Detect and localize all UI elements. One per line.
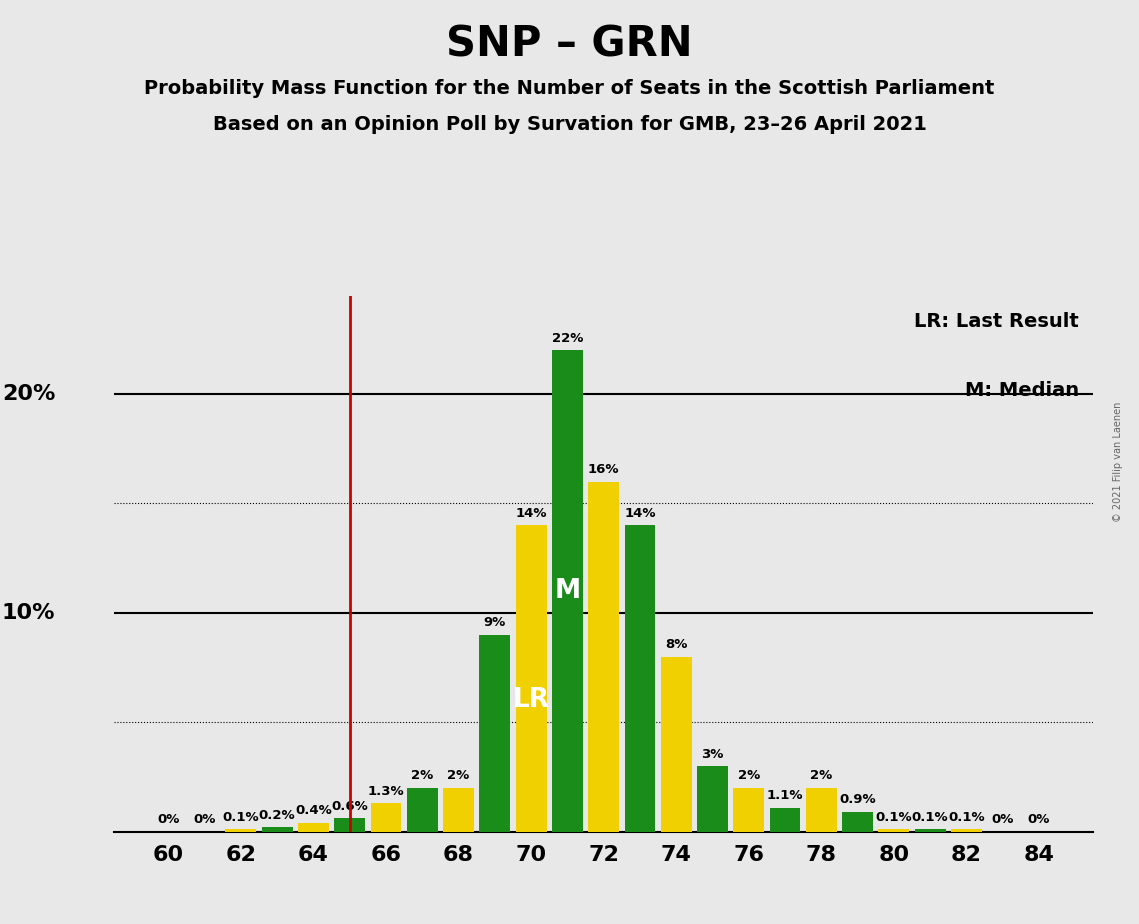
Bar	[588, 481, 620, 832]
Text: 9%: 9%	[484, 616, 506, 629]
Text: 0.1%: 0.1%	[948, 811, 985, 824]
Text: 0.4%: 0.4%	[295, 805, 331, 818]
Text: Probability Mass Function for the Number of Seats in the Scottish Parliament: Probability Mass Function for the Number…	[145, 79, 994, 98]
Text: 0.6%: 0.6%	[331, 800, 368, 813]
Text: 2%: 2%	[411, 770, 434, 783]
Text: 1.1%: 1.1%	[767, 789, 803, 802]
Bar	[262, 827, 293, 832]
Text: SNP – GRN: SNP – GRN	[446, 23, 693, 65]
Bar	[697, 766, 728, 832]
Text: LR: LR	[513, 687, 550, 713]
Text: 20%: 20%	[2, 384, 55, 404]
Bar	[624, 526, 655, 832]
Text: 3%: 3%	[702, 748, 723, 760]
Bar	[915, 830, 945, 832]
Text: 2%: 2%	[810, 770, 833, 783]
Text: M: M	[555, 578, 581, 604]
Text: 10%: 10%	[1, 602, 55, 623]
Text: 0.1%: 0.1%	[912, 811, 949, 824]
Bar	[951, 830, 982, 832]
Text: © 2021 Filip van Laenen: © 2021 Filip van Laenen	[1114, 402, 1123, 522]
Bar	[806, 788, 837, 832]
Text: 14%: 14%	[624, 507, 656, 520]
Text: 14%: 14%	[515, 507, 547, 520]
Bar	[226, 830, 256, 832]
Bar	[370, 803, 401, 832]
Text: 0%: 0%	[1027, 813, 1050, 826]
Text: 22%: 22%	[551, 332, 583, 345]
Text: 0%: 0%	[157, 813, 180, 826]
Bar	[516, 526, 547, 832]
Text: M: Median: M: Median	[965, 382, 1079, 400]
Text: 0.1%: 0.1%	[876, 811, 912, 824]
Text: 1.3%: 1.3%	[368, 784, 404, 797]
Bar	[335, 819, 366, 832]
Text: 0.9%: 0.9%	[839, 794, 876, 807]
Bar	[298, 823, 329, 832]
Text: 2%: 2%	[448, 770, 469, 783]
Text: 0.1%: 0.1%	[222, 811, 260, 824]
Bar	[661, 657, 691, 832]
Bar	[480, 635, 510, 832]
Text: 0%: 0%	[194, 813, 215, 826]
Bar	[842, 812, 874, 832]
Bar	[552, 350, 583, 832]
Bar	[770, 808, 801, 832]
Text: LR: Last Result: LR: Last Result	[913, 311, 1079, 331]
Text: 2%: 2%	[738, 770, 760, 783]
Bar	[407, 788, 437, 832]
Text: 0.2%: 0.2%	[259, 808, 295, 821]
Text: Based on an Opinion Poll by Survation for GMB, 23–26 April 2021: Based on an Opinion Poll by Survation fo…	[213, 116, 926, 135]
Text: 8%: 8%	[665, 638, 688, 651]
Bar	[443, 788, 474, 832]
Bar	[878, 830, 909, 832]
Text: 0%: 0%	[992, 813, 1014, 826]
Text: 16%: 16%	[588, 463, 620, 476]
Bar	[734, 788, 764, 832]
